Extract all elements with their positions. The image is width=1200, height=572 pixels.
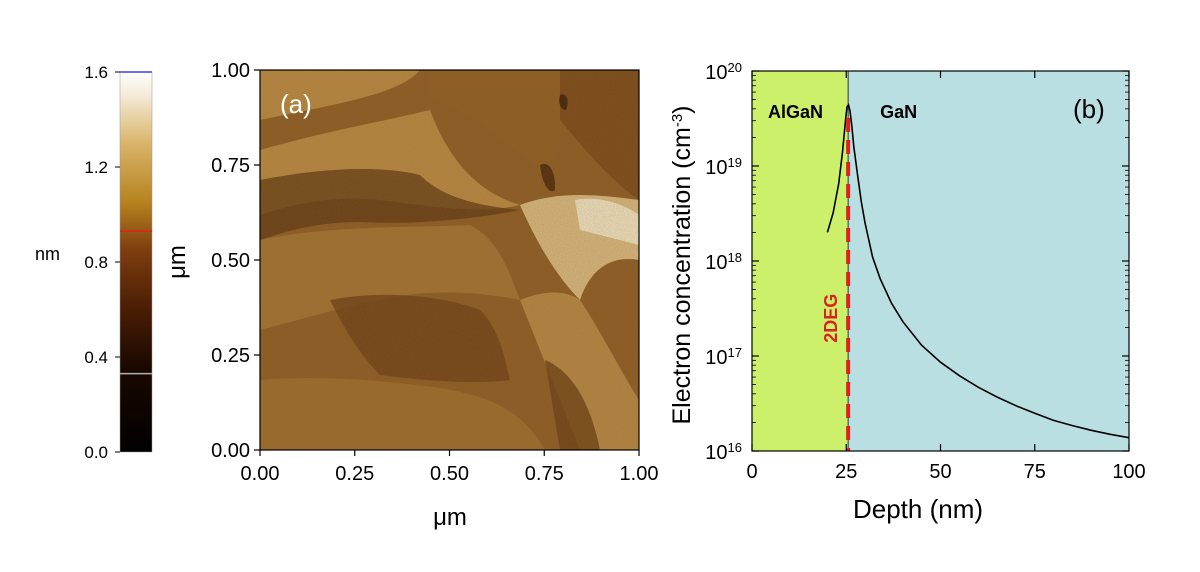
y-tick-label: 1016 [705, 440, 742, 465]
y-tick-label: 1.00 [211, 60, 250, 82]
2deg-label: 2DEG [821, 294, 841, 343]
x-tick-label: 25 [835, 461, 857, 483]
colorbar-tick-label: 1.6 [84, 63, 108, 82]
x-tick-label: 0.00 [241, 463, 280, 485]
y-tick-label: 1019 [705, 155, 742, 180]
colorbar-gradient [119, 71, 153, 453]
region-gan [848, 71, 1129, 451]
region-algan [752, 71, 849, 451]
x-tick-label: 75 [1024, 461, 1046, 483]
colorbar-tick-label: 1.2 [84, 158, 108, 177]
region-label: AlGaN [768, 102, 823, 122]
y-tick-label: 0.75 [211, 155, 250, 177]
region-label: GaN [880, 102, 917, 122]
colorbar-tick-label: 0.0 [84, 443, 108, 462]
panel-b-ylabel: Electron concentration (cm-3) [668, 105, 696, 424]
panel-b-xlabel: Depth (nm) [853, 494, 983, 524]
x-tick-label: 0 [746, 461, 757, 483]
x-tick-label: 100 [1112, 461, 1145, 483]
y-tick-label: 1017 [705, 345, 742, 370]
x-tick-label: 50 [929, 461, 951, 483]
y-tick-label: 1020 [705, 60, 742, 85]
panel-b-label: (b) [1073, 94, 1105, 124]
y-tick-label: 0.50 [211, 250, 250, 272]
panel-a-xlabel: μm [433, 504, 467, 531]
colorbar-unit-label: nm [35, 244, 60, 264]
afm-height-map [260, 70, 639, 450]
panel-a-ylabel: μm [164, 245, 191, 279]
afm-noise-overlay [260, 70, 639, 450]
y-tick-label: 1018 [705, 250, 742, 275]
electron-concentration-panel: 2DEG AlGaN GaN (b) 0 25 50 75 100 1016 1017 101… [668, 60, 1146, 525]
x-tick-label: 0.25 [335, 463, 374, 485]
colorbar: 1.6 1.2 0.8 0.4 0.0 nm [35, 63, 153, 462]
y-tick-label: 0.00 [211, 440, 250, 462]
x-tick-label: 1.00 [620, 463, 659, 485]
series-line [826, 103, 1129, 439]
colorbar-tick-label: 0.4 [84, 348, 108, 367]
x-tick-label: 0.75 [525, 463, 564, 485]
y-tick-label: 0.25 [211, 345, 250, 367]
afm-image-panel: (a) 0.00 0.25 0.50 0.75 1.00 0.00 0.25 0.50 0.7… [164, 60, 658, 531]
panel-a-label: (a) [280, 89, 312, 119]
x-tick-label: 0.50 [430, 463, 469, 485]
colorbar-tick-label: 0.8 [84, 253, 108, 272]
